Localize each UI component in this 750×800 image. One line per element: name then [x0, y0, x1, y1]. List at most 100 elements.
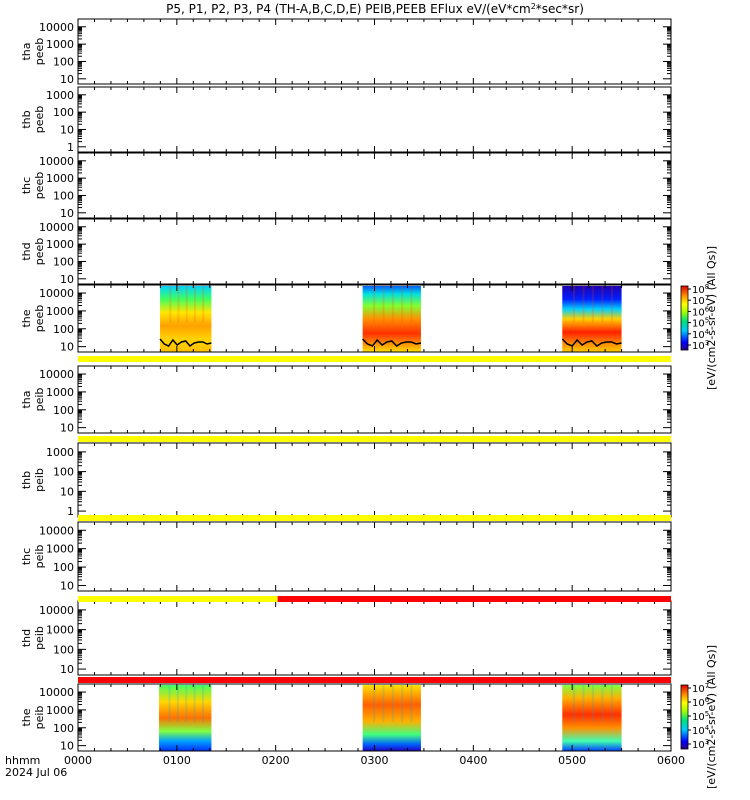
- colorbar-tick-label: 107: [692, 682, 709, 695]
- spectrogram-streak: [185, 685, 188, 722]
- x-tick-label: 0300: [361, 754, 389, 767]
- y-tick-label: 10: [60, 73, 74, 86]
- spectrogram-streak: [582, 685, 585, 722]
- y-tick-label: 1000: [46, 386, 74, 399]
- y-tick-label: 1000: [46, 543, 74, 556]
- y-tick-label: 1000: [46, 172, 74, 185]
- panel-tha-peeb: [77, 18, 672, 85]
- y-tick-label: 10: [60, 341, 74, 354]
- y-tick-label: 100: [53, 106, 74, 119]
- y-tick-label: 1000: [46, 38, 74, 51]
- status-bar-segment: [78, 515, 671, 521]
- panel-frame: [77, 152, 672, 219]
- panel-the-peib: [77, 683, 672, 752]
- panel-probe-label: thc: [20, 548, 33, 565]
- spectrogram-streak: [410, 685, 413, 722]
- y-tick-label: 1000: [46, 238, 74, 251]
- spectrogram-streak: [382, 286, 385, 323]
- panel-the-peeb: [77, 284, 672, 353]
- status-bar-segment: [78, 356, 671, 362]
- title-main: P5, P1, P2, P3, P4 (TH-A,B,C,D,E) PEIB,P…: [166, 2, 531, 16]
- y-tick-label: 10000: [39, 524, 74, 537]
- spectrogram-streak: [169, 286, 172, 323]
- panel-thb-peeb: [77, 86, 672, 153]
- panel-kind-label: peeb: [33, 106, 46, 134]
- panel-probe-label: the: [20, 708, 33, 726]
- panel-kind-label: peib: [33, 706, 46, 730]
- panel-probe-label: the: [20, 309, 33, 327]
- colorbar-tick-label: 104: [692, 724, 710, 737]
- y-tick-label: 100: [53, 643, 74, 656]
- panel-probe-label: thd: [20, 629, 33, 647]
- y-tick-label: 10000: [39, 221, 74, 234]
- panel-probe-label: tha: [20, 42, 33, 60]
- y-tick-label: 100: [53, 55, 74, 68]
- panel-kind-label: peib: [33, 626, 46, 650]
- panel-frame: [77, 218, 672, 285]
- colorbar: [680, 684, 689, 750]
- spectrogram-streak: [610, 286, 613, 323]
- colorbar-tick-label: 106: [692, 305, 710, 318]
- colorbar: [680, 285, 689, 351]
- panel-kind-label: peeb: [33, 305, 46, 333]
- x-tick-label: 0400: [459, 754, 487, 767]
- colorbar-label: [eV/(cm2-s-sr-eV) (All Qs)]: [705, 246, 718, 390]
- colorbar-tick-label: 103: [692, 738, 709, 751]
- y-tick-label: 100: [53, 189, 74, 202]
- y-tick-label: 10: [60, 422, 74, 435]
- y-tick-label: 100: [53, 561, 74, 574]
- panel-frame: [77, 521, 672, 592]
- spectrogram-streak: [382, 685, 385, 722]
- panel-probe-label: thb: [20, 471, 33, 489]
- panel-kind-label: peeb: [33, 172, 46, 200]
- x-tick-label: 0100: [163, 754, 191, 767]
- spectrogram-streak: [610, 685, 613, 722]
- colorbar-tick-label: 103: [692, 339, 709, 352]
- colorbar-tick-label: 104: [692, 328, 710, 341]
- x-axis-label-hhmm: hhmm: [5, 754, 40, 767]
- panel-probe-label: tha: [20, 390, 33, 408]
- spectrogram-streak: [401, 286, 404, 323]
- y-tick-label: 1000: [46, 624, 74, 637]
- y-tick-label: 100: [53, 255, 74, 268]
- spectrogram-streak: [582, 286, 585, 323]
- panel-thb-peib: [77, 442, 672, 518]
- spectrogram-block: [362, 685, 421, 751]
- colorbar-tick-label: 105: [692, 317, 709, 330]
- potential-trace: [159, 338, 212, 348]
- panel-kind-label: peib: [33, 545, 46, 569]
- panel-thd-peib: [77, 600, 672, 676]
- y-tick-label: 100: [53, 323, 74, 336]
- x-tick-label: 0000: [64, 754, 92, 767]
- spectrogram-streak: [202, 286, 205, 323]
- spectrogram-streak: [201, 685, 204, 722]
- spectrogram-block: [562, 685, 622, 751]
- spectrogram-streak: [572, 286, 575, 323]
- colorbar-label: [eV/(cm2-s-sr-eV) (All Qs)]: [705, 645, 718, 789]
- colorbar-tick-label: 107: [692, 294, 709, 307]
- panel-frame: [77, 600, 672, 676]
- panel-tha-peib: [77, 365, 672, 434]
- status-bar-segment: [78, 677, 671, 683]
- panel-probe-label: thb: [20, 110, 33, 128]
- spectrogram-streak: [591, 685, 594, 722]
- spectrogram-streak: [373, 286, 376, 323]
- spectrogram-streak: [176, 685, 179, 722]
- y-tick-label: 100: [53, 722, 74, 735]
- y-tick-label: 10: [60, 273, 74, 286]
- y-tick-label: 10: [60, 123, 74, 136]
- panel-thc-peib: [77, 521, 672, 592]
- spectrogram-streak: [391, 286, 394, 323]
- colorbar-tick-label: 108: [692, 283, 709, 296]
- y-tick-label: 1000: [46, 89, 74, 102]
- x-tick-label: 0600: [657, 754, 685, 767]
- y-tick-label: 1000: [46, 446, 74, 459]
- spectrogram-streak: [591, 286, 594, 323]
- panel-kind-label: peib: [33, 468, 46, 492]
- y-tick-label: 1: [67, 505, 74, 518]
- spectrogram-streak: [373, 685, 376, 722]
- y-tick-label: 10000: [39, 604, 74, 617]
- panel-thc-peeb: [77, 152, 672, 219]
- title-tail: *sec*sr): [536, 2, 584, 16]
